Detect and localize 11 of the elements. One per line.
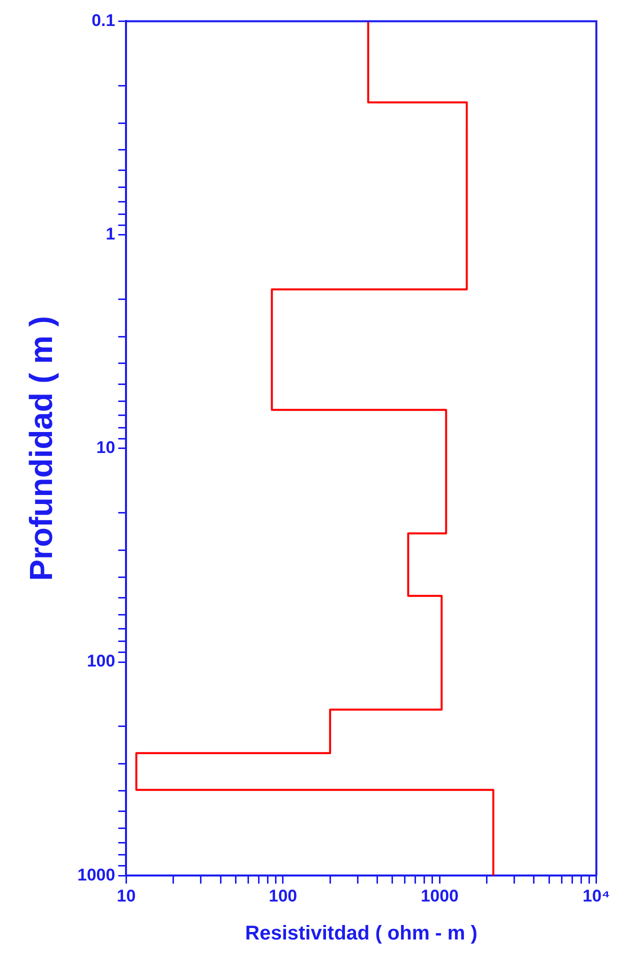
x-tick-label: 100 xyxy=(268,886,298,906)
y-tick-label: 1000 xyxy=(77,865,116,884)
y-axis-title: Profundidad ( m ) xyxy=(23,316,60,581)
x-tick-label: 1000 xyxy=(420,886,459,906)
y-tick-label: 1 xyxy=(106,224,116,244)
y-tick-label: 0.1 xyxy=(92,10,116,30)
y-tick-label: 100 xyxy=(86,652,116,671)
y-tick-label: 10 xyxy=(96,438,116,458)
x-tick-label: 10 xyxy=(116,886,136,906)
x-axis-title: Resistivitdad ( ohm - m ) xyxy=(245,922,478,945)
x-tick-label: 10⁴ xyxy=(582,886,610,906)
